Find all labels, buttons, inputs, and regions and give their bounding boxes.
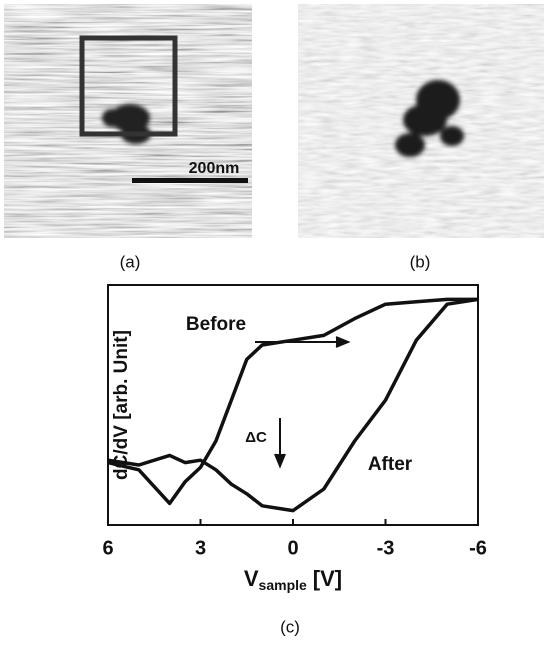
x-label-unit: [V] (313, 566, 342, 591)
scale-bar (132, 178, 248, 183)
x-tick-label: -3 (377, 537, 395, 559)
panel-label: (c) (280, 617, 300, 636)
line-series (107, 297, 478, 506)
x-label-sub: sample (259, 577, 307, 593)
x-axis-label: Vsample [V] (244, 566, 342, 593)
arrows (255, 336, 351, 469)
x-label-main: V (244, 566, 259, 591)
x-tick-label: 3 (195, 537, 206, 559)
panel-label: (b) (410, 252, 431, 271)
line-series (107, 297, 479, 513)
y-axis-label: dC/dV [arb. Unit] (111, 330, 132, 480)
image-b (298, 4, 544, 238)
x-tick-label: -6 (469, 537, 487, 559)
series-label: Before (186, 314, 246, 335)
selection-box (79, 35, 178, 137)
scale-label: 200nm (189, 160, 240, 177)
particle (395, 80, 464, 157)
series-label: After (368, 454, 413, 475)
image-a: 200nm (4, 4, 252, 238)
plot-frame (107, 284, 479, 526)
x-tick-label: 0 (287, 537, 298, 559)
annotation: ΔC (245, 429, 267, 446)
x-tick-label: 6 (102, 537, 113, 559)
panel-label: (a) (120, 252, 141, 271)
